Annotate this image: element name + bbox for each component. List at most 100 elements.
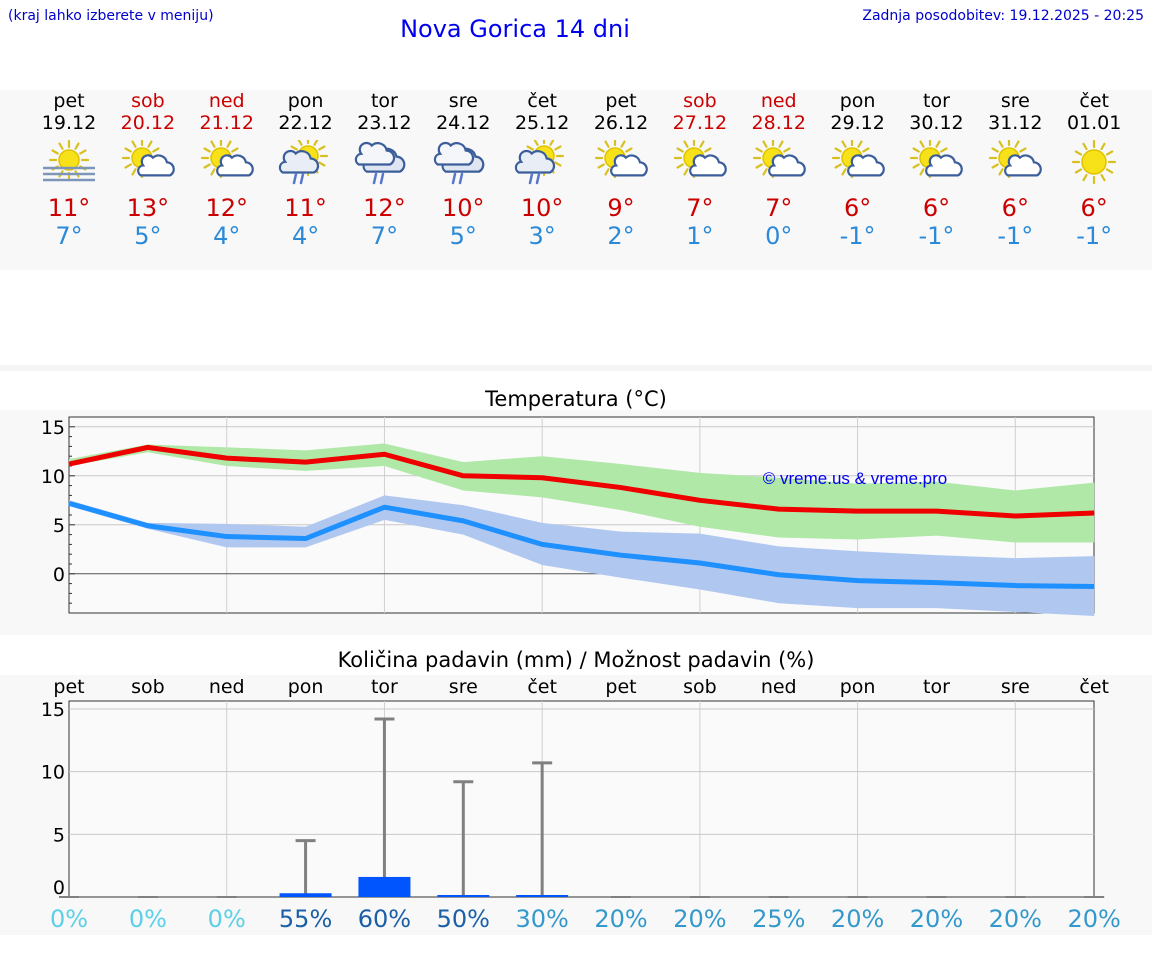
day-name: sob (131, 90, 165, 112)
day-date: 24.12 (436, 112, 491, 134)
temp-max: 13° (126, 194, 170, 222)
temp-max: 12° (205, 194, 248, 222)
temp-max-point (1014, 515, 1016, 517)
precip-probability-label: 55% (279, 905, 332, 933)
temp-max: 6° (922, 194, 951, 222)
temp-min: 0° (765, 222, 793, 250)
temp-max-point (226, 457, 228, 459)
day-name: čet (1079, 90, 1109, 112)
temp-max-line (68, 444, 1095, 519)
sun-cloud-icon (576, 140, 666, 188)
temp-max: 7° (686, 194, 714, 222)
temp-y-tick-label: 15 (41, 417, 65, 439)
rain-shape (528, 172, 541, 185)
day-date: 23.12 (357, 112, 412, 134)
forecast-day: pon 22.12 11° 4° (261, 90, 351, 250)
cloud-rain-icon (339, 140, 429, 188)
temp-min-point (305, 538, 307, 540)
day-name: pet (53, 90, 85, 112)
temp-max-point (857, 510, 859, 512)
forecast-day: pon 29.12 6° -1° (813, 90, 903, 250)
cloud-shape (215, 154, 254, 177)
precip-probability-label: 0% (129, 905, 167, 933)
forecast-days-band (0, 90, 1152, 270)
rain-shape (373, 172, 385, 185)
day-name: pon (287, 90, 324, 112)
precip-x-tick-label: sob (683, 676, 717, 698)
temperature-chart-title: Temperatura (°C) (485, 387, 667, 411)
sun-cloud-rain-icon (497, 140, 587, 188)
precip-x-tick-label: sre (1001, 676, 1030, 698)
temp-min-point (935, 582, 937, 584)
day-date: 30.12 (909, 112, 964, 134)
precip-x-tick-label: ned (761, 676, 797, 698)
forecast-day: sre 24.12 10° 5° (418, 90, 508, 250)
rain-shape (452, 172, 464, 185)
precip-y-tick-label: 5 (53, 824, 65, 846)
precip-plot-area (68, 700, 1095, 898)
precip-bar (516, 895, 569, 897)
day-name: ned (208, 90, 245, 112)
forecast-day: čet 25.12 10° 3° (497, 90, 587, 250)
day-date: 20.12 (120, 112, 176, 134)
temp-max: 9° (607, 194, 635, 222)
page-title: Nova Gorica 14 dni (400, 15, 630, 43)
temp-min: 7° (370, 222, 399, 250)
temp-y-tick-label: 10 (41, 466, 65, 488)
precip-bar (437, 895, 490, 897)
day-date: 26.12 (593, 112, 649, 134)
fog-sun-icon (24, 140, 114, 188)
forecast-day: ned 28.12 7° 0° (734, 90, 824, 250)
location-hint: (kraj lahko izberete v meniju) (8, 8, 214, 24)
precip-probability-label: 20% (673, 905, 726, 933)
precip-y-tick-label: 0 (53, 877, 65, 899)
temp-min: -1° (1076, 222, 1113, 250)
temp-max: 11° (284, 194, 327, 222)
precip-probability-label: 20% (989, 905, 1042, 933)
cloud-shape (925, 154, 964, 177)
day-name: ned (760, 90, 797, 112)
precip-probability-label: 20% (910, 905, 963, 933)
temp-min: 5° (134, 222, 162, 250)
precip-x-tick-label: sob (131, 676, 165, 698)
sun-cloud-icon (813, 140, 903, 188)
temp-max-point (1093, 512, 1095, 514)
temp-min-point (620, 554, 622, 556)
temp-max: 10° (520, 194, 564, 222)
temp-min-line (68, 500, 1095, 590)
temp-max-point (620, 487, 622, 489)
sun-cloud-icon (970, 140, 1060, 188)
temp-min-point (462, 520, 464, 522)
temp-max-point (383, 453, 385, 455)
day-name: tor (370, 90, 398, 112)
watermark-credit: © vreme.us & vreme.pro (763, 469, 947, 488)
section-separator (0, 365, 1152, 371)
precip-y-tick-label: 10 (41, 762, 65, 784)
precip-probability-label: 20% (1068, 905, 1121, 933)
temp-max: 6° (1080, 194, 1108, 222)
cloud-shape (514, 149, 556, 174)
temp-y-tick-label: 0 (53, 564, 65, 586)
day-date: 27.12 (672, 112, 728, 134)
precip-x-tick-label: tor (371, 676, 398, 698)
cloud-shape (846, 154, 885, 177)
temp-max: 6° (843, 194, 872, 222)
forecast-day: pet 19.12 11° 7° (24, 90, 114, 250)
temp-min-point (68, 502, 70, 504)
temp-max-point (68, 463, 70, 465)
temp-min: -1° (839, 222, 876, 250)
temp-min: -1° (997, 222, 1034, 250)
day-date: 21.12 (199, 112, 254, 134)
precip-x-tick-label: sre (449, 676, 478, 698)
temp-min-point (383, 506, 385, 508)
cloud-shape (767, 154, 806, 177)
sun-cloud-icon (103, 140, 193, 188)
sun-cloud-icon (891, 140, 981, 188)
temp-min-point (226, 536, 228, 538)
temp-min: 7° (55, 222, 83, 250)
precip-x-tick-label: pet (53, 676, 84, 698)
forecast-day: tor 30.12 6° -1° (891, 90, 981, 250)
precip-bar (358, 876, 411, 897)
rain-shape (292, 172, 304, 185)
